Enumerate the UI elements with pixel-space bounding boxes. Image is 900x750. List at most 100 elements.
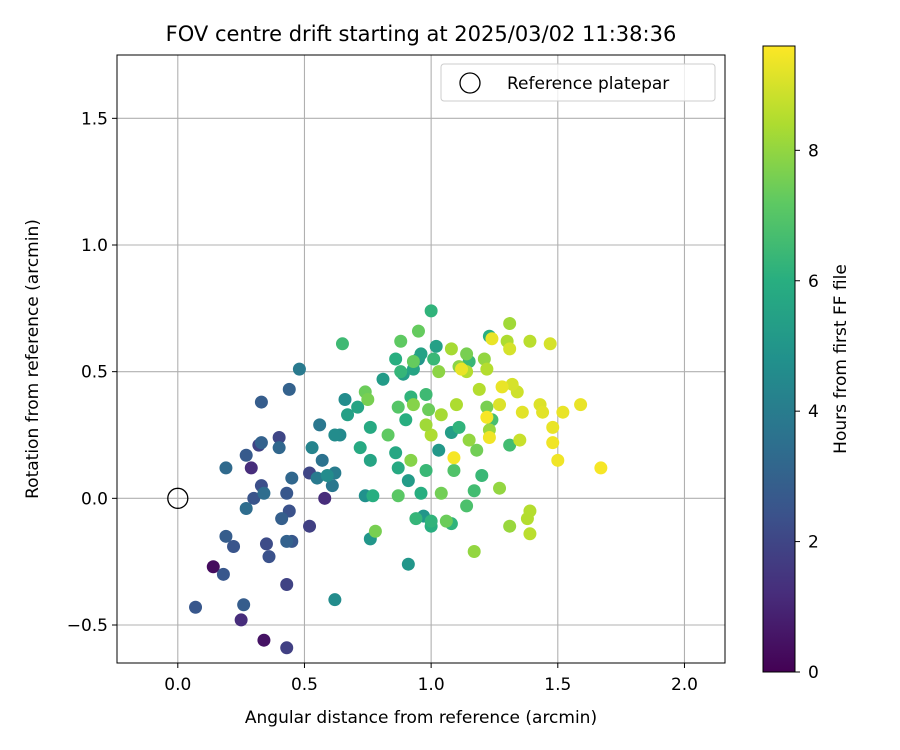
data-point [462,433,476,447]
data-point [551,453,565,467]
colorbar-ticks: 0 2 4 6 8 [795,141,819,683]
data-point [335,337,349,351]
data-point [237,598,251,612]
data-point [422,403,436,417]
data-point [485,332,499,346]
data-point [434,408,448,422]
data-point [303,519,317,533]
data-point [503,342,517,356]
data-point [366,489,380,503]
data-point [406,355,420,369]
data-point [414,486,428,500]
y-tick-label: 0.0 [81,489,108,509]
data-point [285,471,299,485]
data-point [523,504,537,518]
data-point [391,461,405,475]
reference-platepar-marker [167,487,189,509]
data-point [503,519,517,533]
y-tick-label: 1.0 [81,236,108,256]
y-axis-label: Rotation from reference (arcmin) [23,219,43,499]
colorbar-label: Hours from first FF file [831,264,851,454]
x-tick-label: 0.0 [164,675,191,695]
data-point [394,365,408,379]
data-point [219,461,233,475]
data-point [353,441,367,455]
y-tick-label: 0.5 [81,363,108,383]
y-tick-label: 1.5 [81,109,108,129]
data-point [244,461,258,475]
x-axis-label: Angular distance from reference (arcmin) [245,708,597,728]
data-point [480,362,494,376]
x-tick-label: 1.0 [418,675,445,695]
data-point [470,443,484,457]
data-point [424,514,438,528]
data-point [432,443,446,457]
data-point [189,600,203,614]
data-point [406,398,420,412]
data-point [439,514,453,528]
data-point [401,557,415,571]
data-point [493,481,507,495]
data-point [325,479,339,493]
data-point [543,337,557,351]
plot-area-frame [116,54,726,664]
data-point [427,352,441,366]
data-point [536,405,550,419]
colorbar: 0 2 4 6 8 Hours from first FF file [762,45,851,683]
data-point [219,529,233,543]
data-point [546,436,560,450]
x-tick-label: 0.5 [291,675,318,695]
data-point [432,365,446,379]
data-point [280,486,294,500]
data-point [272,431,286,445]
data-point [523,527,537,541]
data-point [282,382,296,396]
data-point [482,431,496,445]
data-point [280,641,294,655]
x-axis-ticks: 0.0 0.5 1.0 1.5 2.0 [164,663,698,695]
data-point [239,448,253,462]
data-point [389,352,403,366]
data-point [262,550,276,564]
data-point [389,446,403,460]
data-point [523,334,537,348]
data-point [257,633,271,647]
data-point [452,420,466,434]
data-point [503,438,517,452]
data-point [328,428,342,442]
colorbar-tick-label: 8 [808,141,819,161]
colorbar-tick-label: 4 [808,402,819,422]
colorbar-tick-label: 0 [808,663,819,683]
legend-box [440,63,716,102]
data-point [292,362,306,376]
data-point [546,420,560,434]
data-point [310,471,324,485]
data-point [495,380,509,394]
data-point [280,534,294,548]
x-tick-label: 1.5 [544,675,571,695]
x-tick-label: 2.0 [671,675,698,695]
data-point [424,428,438,442]
data-point [574,398,588,412]
data-point [351,400,365,414]
data-point [503,317,517,331]
data-point [419,387,433,401]
data-point [257,486,271,500]
y-tick-label: −0.5 [67,616,108,636]
data-point [455,362,469,376]
data-point [556,405,570,419]
chart-title: FOV centre drift starting at 2025/03/02 … [166,22,677,46]
plot-grid [117,55,725,663]
data-point [341,408,355,422]
data-point [376,372,390,386]
data-point [338,393,352,407]
data-point [515,405,529,419]
y-axis-ticks: −0.5 0.0 0.5 1.0 1.5 [67,109,117,636]
reference-marker-layer [167,487,189,509]
data-point [594,461,608,475]
data-point [460,499,474,513]
data-point [239,501,253,515]
data-point [480,400,494,414]
legend-reference-marker-icon [459,72,481,94]
data-point [254,395,268,409]
